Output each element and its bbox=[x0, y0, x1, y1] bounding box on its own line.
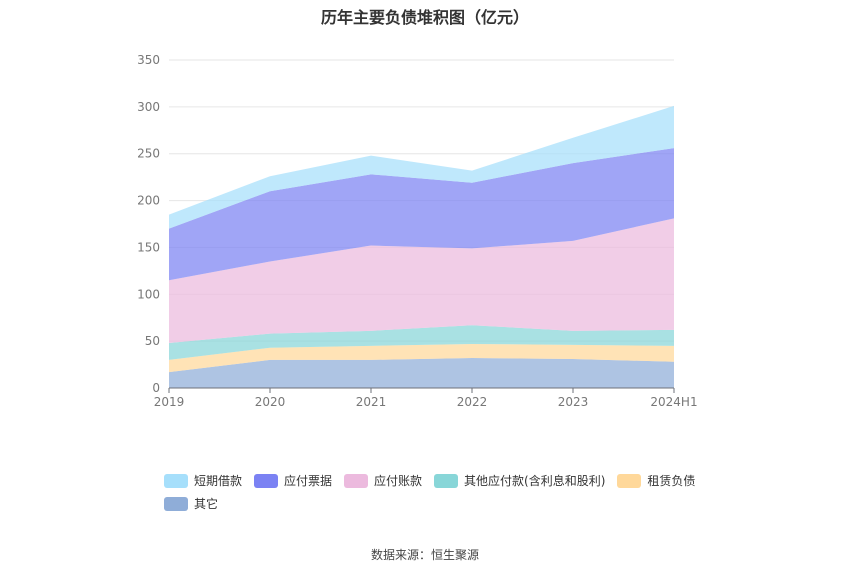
y-tick-label: 250 bbox=[137, 147, 160, 161]
legend-item[interactable]: 其它 bbox=[164, 495, 218, 512]
x-tick-label: 2023 bbox=[558, 395, 589, 409]
area-其他应付款(含利息和股利) bbox=[169, 325, 674, 360]
y-tick-label: 100 bbox=[137, 287, 160, 301]
chart-title: 历年主要负债堆积图（亿元） bbox=[320, 8, 529, 27]
y-tick-label: 50 bbox=[145, 334, 160, 348]
legend-item[interactable]: 租赁负债 bbox=[617, 472, 695, 489]
legend-swatch bbox=[164, 496, 188, 511]
legend-label: 应付账款 bbox=[374, 474, 423, 488]
area-其它 bbox=[169, 358, 674, 388]
legend-label: 短期借款 bbox=[194, 474, 243, 488]
area-短期借款 bbox=[169, 105, 674, 229]
legend-item[interactable]: 应付票据 bbox=[254, 472, 332, 489]
legend-label: 应付票据 bbox=[284, 474, 333, 488]
legend-swatch bbox=[254, 473, 279, 488]
area-series bbox=[169, 105, 674, 388]
x-tick-label: 2021 bbox=[356, 395, 387, 409]
legend-item[interactable]: 其他应付款(含利息和股利) bbox=[434, 472, 605, 489]
legend-label: 其它 bbox=[194, 497, 219, 511]
x-tick-label: 2022 bbox=[457, 395, 488, 409]
legend-swatch bbox=[617, 473, 642, 488]
legend-label: 租赁负债 bbox=[647, 474, 696, 488]
legend-label: 其他应付款(含利息和股利) bbox=[464, 474, 606, 488]
y-tick-label: 150 bbox=[137, 240, 160, 254]
axes: 0 50 100 150 200 250 300 350 2019 2020 2021 2022 202… bbox=[137, 53, 698, 409]
y-tick-label: 0 bbox=[152, 381, 160, 395]
legend-swatch bbox=[434, 473, 459, 488]
legend: 短期借款 应付票据 应付账款 其他应付款(含利息和股利) 租赁负债其它 bbox=[164, 472, 724, 518]
legend-swatch bbox=[344, 473, 369, 488]
y-tick-label: 350 bbox=[137, 53, 160, 67]
x-tick-label: 2019 bbox=[154, 395, 185, 409]
x-tick-label: 2024H1 bbox=[650, 395, 697, 409]
data-source-note: 数据来源：恒生聚源 bbox=[370, 548, 479, 562]
y-tick-label: 200 bbox=[137, 194, 160, 208]
area-应付账款 bbox=[169, 218, 674, 344]
area-租赁负债 bbox=[169, 343, 674, 373]
legend-item[interactable]: 短期借款 bbox=[164, 472, 242, 489]
area-应付票据 bbox=[169, 148, 674, 281]
y-tick-label: 300 bbox=[137, 100, 160, 114]
legend-item[interactable]: 应付账款 bbox=[344, 472, 422, 489]
legend-swatch bbox=[164, 473, 188, 488]
x-tick-label: 2020 bbox=[255, 395, 286, 409]
